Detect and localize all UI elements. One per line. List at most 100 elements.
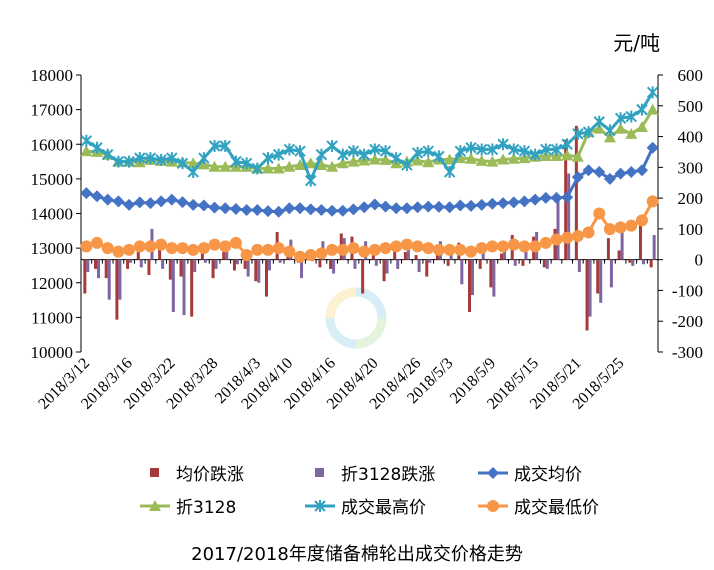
right-tick-label: -300 (672, 343, 703, 362)
series-point-2 (614, 112, 627, 125)
series-point-1 (497, 153, 510, 165)
right-tick-label: 0 (695, 251, 704, 270)
bar-adj-change (86, 259, 90, 272)
series-point-2 (540, 143, 552, 156)
series-point-1 (475, 154, 488, 166)
series-point-0 (486, 197, 499, 210)
series-point-2 (379, 145, 392, 158)
series-point-3 (358, 245, 371, 258)
series-point-1 (614, 122, 627, 134)
bar-adj-change (257, 259, 261, 283)
series-point-2 (646, 86, 659, 99)
bar-adj-change (267, 259, 271, 271)
series-point-1 (635, 120, 648, 132)
series-point-2 (187, 165, 199, 178)
series-point-3 (229, 236, 242, 249)
series-point-3 (571, 230, 584, 243)
legend-label: 折3128 (176, 498, 236, 518)
series-point-3 (336, 243, 349, 256)
bar-avg-change (147, 259, 151, 276)
series-point-3 (443, 243, 456, 256)
bar-adj-change (652, 235, 656, 260)
bar-avg-change (489, 259, 493, 288)
series-point-0 (646, 141, 659, 154)
series-point-0 (272, 205, 285, 218)
series-point-1 (315, 159, 328, 171)
bar-avg-change (329, 259, 333, 269)
series-point-0 (358, 201, 371, 214)
bar-avg-change (425, 259, 429, 277)
bar-avg-change (638, 219, 642, 260)
series-point-3 (454, 243, 467, 256)
series-point-1 (625, 127, 638, 139)
series-point-0 (112, 195, 125, 208)
legend-swatch (150, 468, 159, 477)
series-point-2 (486, 143, 499, 156)
bar-avg-change (468, 259, 472, 312)
legend-marker (149, 500, 161, 511)
series-point-2 (262, 152, 274, 165)
series-point-0 (539, 191, 552, 204)
series-point-1 (646, 103, 659, 115)
series-point-3 (550, 233, 563, 246)
bar-avg-change (222, 251, 226, 260)
series-point-1 (593, 122, 606, 134)
right-tick-label: -200 (672, 312, 703, 331)
series-point-0 (529, 193, 542, 206)
series-point-1 (379, 153, 392, 165)
series-point-3 (123, 243, 136, 256)
series-point-2 (518, 145, 531, 158)
bar-adj-change (577, 259, 581, 272)
bar-avg-change (211, 259, 215, 279)
left-tick-label: 16000 (31, 135, 74, 154)
series-point-3 (144, 240, 157, 253)
series-point-1 (411, 154, 424, 166)
series-point-0 (475, 198, 488, 211)
series-point-0 (283, 202, 296, 215)
series-point-2 (636, 103, 648, 116)
bar-avg-change (478, 259, 482, 269)
series-point-2 (358, 148, 370, 161)
bar-adj-change (246, 259, 250, 277)
series-point-0 (165, 193, 178, 206)
series-point-2 (390, 152, 402, 165)
left-tick-label: 10000 (31, 343, 74, 362)
series-point-2 (80, 134, 93, 147)
bar-avg-change (500, 253, 504, 260)
bar-adj-change (278, 259, 282, 263)
series-point-2 (529, 148, 541, 161)
series-point-1 (550, 150, 563, 162)
series-point-0 (582, 164, 595, 177)
bar-avg-change (136, 251, 140, 260)
right-tick-label: 400 (678, 128, 704, 147)
series-point-2 (475, 143, 488, 156)
bar-avg-change (254, 259, 258, 282)
series-point-2 (433, 150, 445, 163)
series-point-2 (102, 148, 114, 161)
series-point-3 (518, 240, 531, 253)
series-point-0 (625, 165, 638, 178)
series-point-0 (411, 201, 424, 214)
series-point-1 (261, 162, 274, 174)
bar-avg-change (542, 259, 546, 268)
series-point-1 (454, 152, 467, 164)
series-point-3 (400, 238, 413, 251)
series-point-2 (411, 146, 424, 159)
series-point-0 (400, 202, 413, 215)
series-point-2 (176, 157, 189, 170)
bar-avg-change (115, 259, 119, 320)
bar-avg-change (104, 259, 108, 279)
series-point-2 (112, 155, 125, 168)
series-point-3 (251, 243, 264, 256)
bar-avg-change (414, 255, 418, 260)
series-point-3 (582, 226, 595, 239)
bar-adj-change (513, 259, 517, 266)
series-point-3 (219, 240, 232, 253)
series-point-2 (422, 145, 434, 158)
bar-avg-change (243, 259, 247, 269)
series-point-2 (465, 141, 477, 154)
legend-marker (314, 500, 326, 512)
legend-label: 折3128跌涨 (341, 465, 435, 485)
series-point-0 (315, 204, 328, 217)
